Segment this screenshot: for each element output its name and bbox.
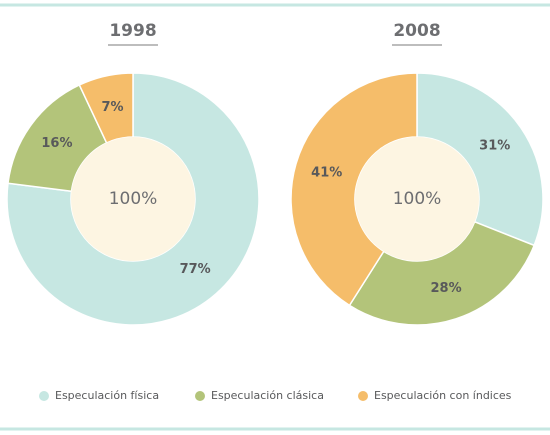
chart-title: 2008 (393, 21, 440, 41)
value-label: 31% (479, 139, 510, 154)
legend-swatch (358, 391, 368, 401)
legend-label: Especulación física (55, 389, 159, 402)
value-label: 7% (101, 100, 123, 115)
value-label: 28% (430, 281, 461, 296)
center-label: 100% (393, 189, 442, 209)
center-label: 100% (109, 189, 158, 209)
value-label: 41% (311, 165, 342, 180)
legend-label: Especulación clásica (211, 389, 324, 402)
center-disc (355, 137, 479, 261)
legend-label: Especulación con índices (374, 389, 512, 402)
chart-title: 1998 (109, 21, 156, 41)
value-label: 16% (41, 136, 72, 151)
legend-swatch (39, 391, 49, 401)
value-label: 77% (180, 262, 211, 277)
legend-swatch (195, 391, 205, 401)
center-disc (71, 137, 195, 261)
